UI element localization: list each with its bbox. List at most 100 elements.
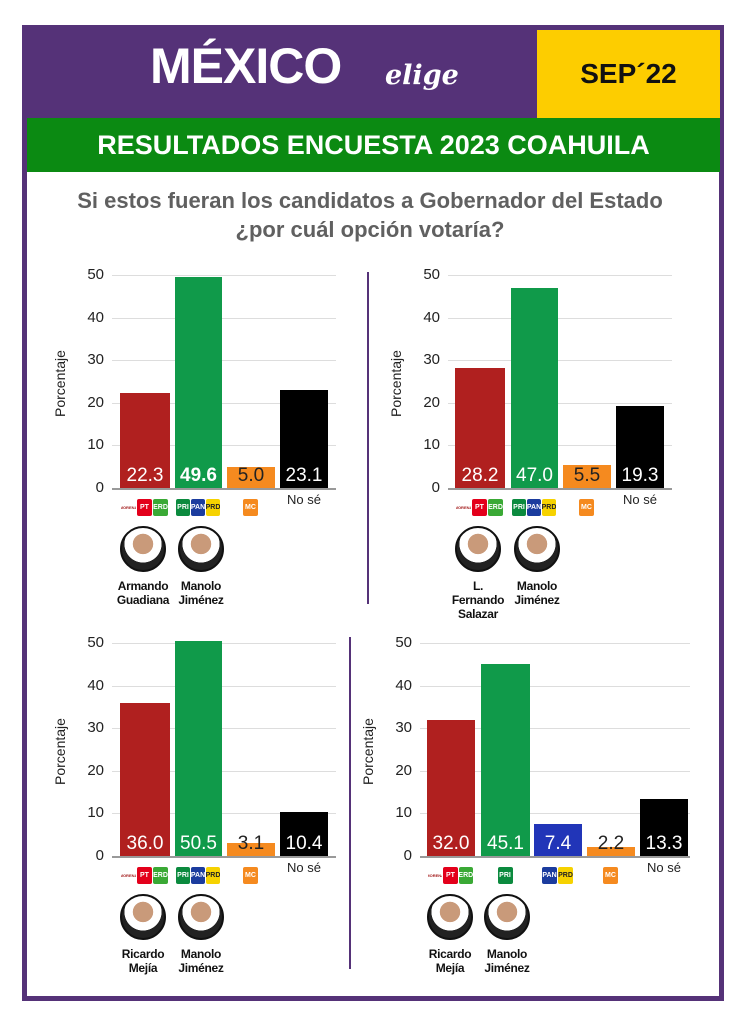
party-logo-verde: VERDE xyxy=(153,499,168,516)
candidate-name: Manolo Jiménez xyxy=(484,947,530,975)
bar-value-label: 7.4 xyxy=(534,831,582,856)
gridline xyxy=(112,770,336,772)
bar-value-label: 47.0 xyxy=(511,463,558,488)
gridline xyxy=(420,770,690,772)
y-tick-label: 50 xyxy=(423,266,440,283)
party-logo-pt: PT xyxy=(137,499,152,516)
gridline xyxy=(112,275,336,276)
y-tick-label: 20 xyxy=(423,393,440,411)
no-se-label: No sé xyxy=(287,492,321,507)
party-logo-morena: MORENA xyxy=(121,867,136,884)
bar-1: 45.1 xyxy=(481,663,530,856)
bar-1: 49.6 xyxy=(175,276,222,488)
candidate-name: Armando Guadiana xyxy=(116,579,170,607)
y-tick-label: 50 xyxy=(87,634,104,651)
bar-2: 7.4 xyxy=(534,824,582,856)
no-se-label: No sé xyxy=(647,860,681,875)
bar-1: 50.5 xyxy=(175,640,222,856)
gridline xyxy=(112,402,336,404)
bar-value-label: 50.5 xyxy=(175,831,222,856)
party-logo-prd: PRD xyxy=(206,867,220,884)
gridline xyxy=(448,317,672,319)
x-axis xyxy=(448,488,672,490)
candidate-name: Manolo Jiménez xyxy=(178,947,224,975)
no-se-label: No sé xyxy=(287,860,321,875)
gridline xyxy=(112,728,336,730)
y-tick-label: 0 xyxy=(95,847,104,864)
party-logo-mc: MC xyxy=(243,867,258,884)
bar-0: 32.0 xyxy=(427,719,475,856)
bar-3: 19.3 xyxy=(616,405,664,488)
party-logo-pan: PAN xyxy=(527,499,541,516)
bar-value-label: 13.3 xyxy=(640,831,688,856)
y-tick-label: 10 xyxy=(423,436,440,454)
bar-3: 23.1 xyxy=(280,389,328,488)
y-tick-label: 50 xyxy=(87,266,104,283)
title-band: RESULTADOS ENCUESTA 2023 COAHUILA xyxy=(27,118,720,172)
party-logo-pri: PRI xyxy=(176,499,190,516)
survey-question: Si estos fueran los candidatos a Goberna… xyxy=(77,188,663,242)
bar-2: 5.5 xyxy=(563,464,611,488)
party-logo-verde: VERDE xyxy=(458,867,473,884)
y-tick-label: 20 xyxy=(87,393,104,411)
candidate-name: L. Fernando Salazar xyxy=(451,579,505,621)
y-tick-label: 20 xyxy=(395,761,412,779)
gridline xyxy=(420,728,690,730)
candidate-name: Manolo Jiménez xyxy=(178,579,224,607)
gridline xyxy=(420,643,690,644)
bar-3: 10.4 xyxy=(280,811,328,856)
bar-2: 5.0 xyxy=(227,465,275,488)
y-tick-label: 40 xyxy=(87,308,104,326)
y-tick-label: 30 xyxy=(87,351,104,369)
y-tick-label: 0 xyxy=(95,479,104,496)
date-badge: SEP´22 xyxy=(537,30,720,118)
y-tick-label: 0 xyxy=(431,479,440,496)
gridline xyxy=(448,275,672,276)
divider-bottom xyxy=(349,637,351,969)
gridline xyxy=(448,445,672,447)
candidate-avatar xyxy=(178,526,224,572)
bar-0: 28.2 xyxy=(455,367,505,488)
y-axis-label: Porcentaje xyxy=(52,350,68,417)
party-logo-mc: MC xyxy=(579,499,594,516)
x-axis xyxy=(112,488,336,490)
gridline xyxy=(448,402,672,404)
party-logo-mc: MC xyxy=(243,499,258,516)
bar-value-label: 45.1 xyxy=(481,831,530,856)
bar-value-label: 2.2 xyxy=(597,832,625,854)
y-tick-label: 10 xyxy=(87,804,104,822)
gridline xyxy=(420,685,690,687)
bar-0: 36.0 xyxy=(120,702,170,856)
y-tick-label: 20 xyxy=(87,761,104,779)
party-logo-verde: VERDE xyxy=(488,499,503,516)
bar-value-label: 23.1 xyxy=(280,463,328,488)
gridline xyxy=(112,643,336,644)
bar-value-label: 19.3 xyxy=(616,463,664,488)
gridline xyxy=(112,360,336,362)
party-logo-morena: MORENA xyxy=(121,499,136,516)
bar-value-label: 22.3 xyxy=(120,463,170,488)
bar-4: 13.3 xyxy=(640,799,688,856)
party-logo-pan: PAN xyxy=(191,499,205,516)
divider-top xyxy=(367,272,369,604)
party-logo-verde: VERDE xyxy=(153,867,168,884)
bar-value-label: 36.0 xyxy=(120,831,170,856)
bar-3: 2.2 xyxy=(587,833,635,856)
y-tick-label: 30 xyxy=(395,719,412,737)
party-logo-mc: MC xyxy=(603,867,618,884)
brand-logo: MÉXICO xyxy=(150,38,342,94)
candidate-avatar xyxy=(455,526,501,572)
party-logo-pt: PT xyxy=(443,867,458,884)
y-axis-label: Porcentaje xyxy=(360,718,376,785)
party-logo-morena: MORENA xyxy=(456,499,471,516)
y-tick-label: 40 xyxy=(87,676,104,694)
y-tick-label: 50 xyxy=(395,634,412,651)
y-tick-label: 10 xyxy=(395,804,412,822)
party-logo-morena: MORENA xyxy=(428,867,443,884)
candidate-avatar xyxy=(178,894,224,940)
candidate-avatar xyxy=(120,894,166,940)
gridline xyxy=(112,813,336,815)
party-logo-pan: PAN xyxy=(191,867,205,884)
party-logo-pt: PT xyxy=(137,867,152,884)
bar-value-label: 28.2 xyxy=(455,463,505,488)
